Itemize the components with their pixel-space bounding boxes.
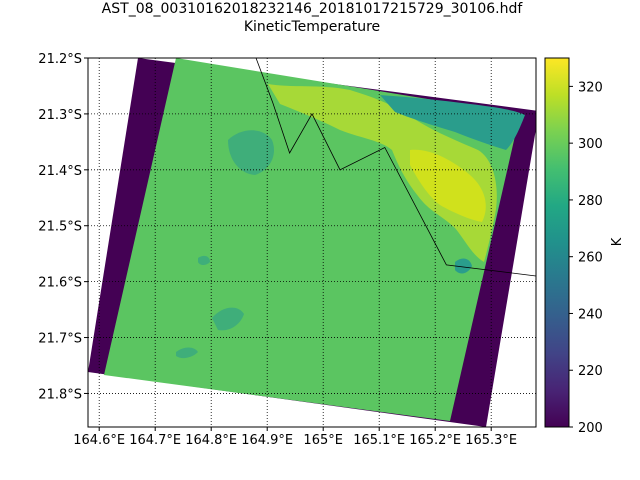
cool-patch-1: [228, 130, 275, 175]
colorbar-tick-label: 280: [578, 194, 603, 209]
map-image-layer: [88, 58, 536, 427]
y-tick-label: 21.4°S: [38, 164, 82, 179]
plot-title: AST_08_00310162018232146_20181017215729_…: [101, 1, 523, 17]
y-tick-label: 21.5°S: [38, 220, 82, 235]
colorbar-tick-label: 220: [578, 364, 603, 379]
colorbar-tick-label: 260: [578, 251, 603, 266]
x-tick-label: 165.2°E: [409, 433, 461, 448]
y-axis-ticks: 21.2°S 21.3°S 21.4°S 21.5°S 21.6°S 21.7°S 21.8…: [38, 52, 88, 402]
y-tick-label: 21.6°S: [38, 276, 82, 291]
coastline: [255, 58, 536, 277]
x-axis-ticks: 164.6°E 164.7°E 164.8°E 164.9°E 165°E 165.1°E…: [73, 427, 517, 448]
y-tick-label: 21.7°S: [38, 332, 82, 347]
plot-subtitle: KineticTemperature: [243, 19, 381, 35]
map-frame: [87, 57, 537, 428]
cool-patch-2: [212, 307, 244, 331]
colorbar-tick-label: 300: [578, 137, 603, 152]
y-tick-label: 21.8°S: [38, 387, 82, 402]
cool-patch-4: [198, 255, 210, 265]
x-tick-label: 165.1°E: [353, 433, 405, 448]
cool-patch-5: [455, 258, 472, 274]
cool-patch-3: [176, 347, 198, 359]
temperature-features: [176, 84, 525, 359]
x-tick-label: 164.6°E: [73, 433, 125, 448]
x-tick-label: 165.3°E: [465, 433, 517, 448]
colorbar-label: K: [610, 237, 625, 246]
x-tick-label: 164.7°E: [129, 433, 181, 448]
colorbar-tick-label: 240: [578, 307, 603, 322]
colorbar: [544, 57, 570, 428]
colorbar-tick-label: 320: [578, 80, 603, 95]
x-tick-label: 164.8°E: [185, 433, 237, 448]
y-tick-label: 21.3°S: [38, 108, 82, 123]
cool-northeast-region: [380, 95, 525, 150]
x-tick-label: 165°E: [303, 433, 343, 448]
colorbar-tick-label: 200: [578, 421, 603, 436]
hottest-region: [410, 149, 486, 222]
x-tick-label: 164.9°E: [241, 433, 293, 448]
colorbar-ticks: 200 220 240 260 280 300 320: [569, 80, 603, 436]
y-tick-label: 21.2°S: [38, 52, 82, 67]
